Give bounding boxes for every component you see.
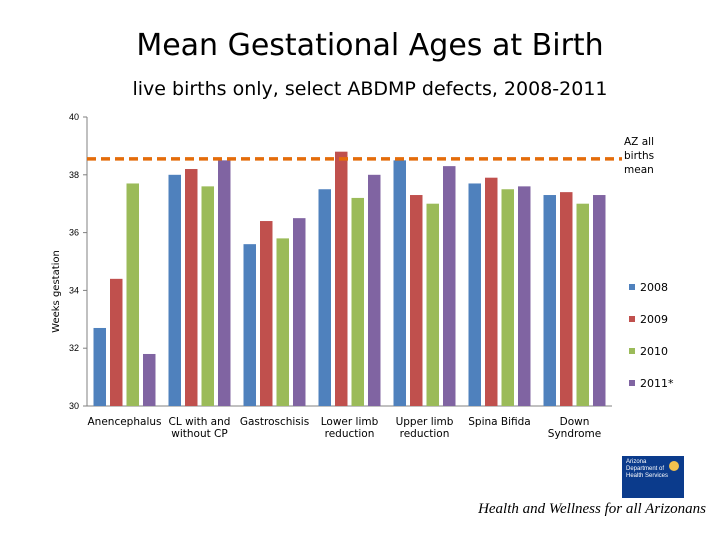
footer-tagline: Health and Wellness for all Arizonans [478,501,706,517]
bar [293,218,306,406]
bar [543,195,556,406]
logo-line: Arizona [626,459,647,465]
bar [410,195,423,406]
bar [351,197,364,406]
bar [560,192,573,406]
bar [93,327,106,406]
bar [110,278,123,406]
bar [368,174,381,406]
legend-swatch [629,284,635,290]
bar [201,186,214,406]
bar [243,244,256,406]
x-tick-label: reduction [400,428,450,440]
x-tick-label: Upper limb [396,416,454,428]
bar [168,174,181,406]
bar [276,238,289,406]
x-tick-label: Lower limb [321,416,379,428]
x-tick-label: CL with and [169,416,231,428]
legend-label: 2010 [640,345,668,358]
mean-line-label: births [624,150,654,162]
legend-label: 2008 [640,281,668,294]
y-tick-label: 34 [69,285,79,295]
y-tick-label: 36 [69,228,79,238]
bar [260,221,273,406]
y-tick-label: 40 [69,112,79,122]
y-tick-label: 32 [69,343,79,353]
legend-swatch [629,316,635,322]
x-tick-label: Down [560,416,590,428]
bar [393,160,406,406]
x-tick-label: without CP [171,428,227,440]
bar [143,353,156,406]
bar [218,160,231,406]
legend-label: 2011* [640,377,674,390]
arizona-dhs-logo: Arizona Department of Health Services [622,456,684,498]
sun-icon [669,461,679,471]
logo-line: Department of [626,466,665,472]
bar [501,189,514,406]
y-axis-title: Weeks gestation [51,250,62,333]
bar [335,151,348,406]
x-tick-label: Spina Bifida [468,416,531,428]
bar [185,169,198,406]
bar [518,186,531,406]
bar [126,183,139,406]
bar [593,195,606,406]
x-tick-label: reduction [325,428,375,440]
chart-subtitle: live births only, select ABDMP defects, … [132,78,608,100]
legend-label: 2009 [640,313,668,326]
chart-title: Mean Gestational Ages at Birth [136,28,604,63]
legend-swatch [629,348,635,354]
x-tick-label: Anencephalus [88,416,162,428]
y-tick-label: 38 [69,170,79,180]
mean-line-label: mean [624,164,654,176]
bar [443,166,456,406]
x-tick-label: Syndrome [548,428,601,440]
x-tick-label: Gastroschisis [240,416,309,428]
y-tick-label: 30 [69,401,79,411]
legend-swatch [629,380,635,386]
bar [576,203,589,406]
mean-line-label: AZ all [624,136,654,148]
logo-line: Health Services [626,473,669,479]
bar [318,189,331,406]
bar [485,177,498,406]
bar [468,183,481,406]
bar [426,203,439,406]
